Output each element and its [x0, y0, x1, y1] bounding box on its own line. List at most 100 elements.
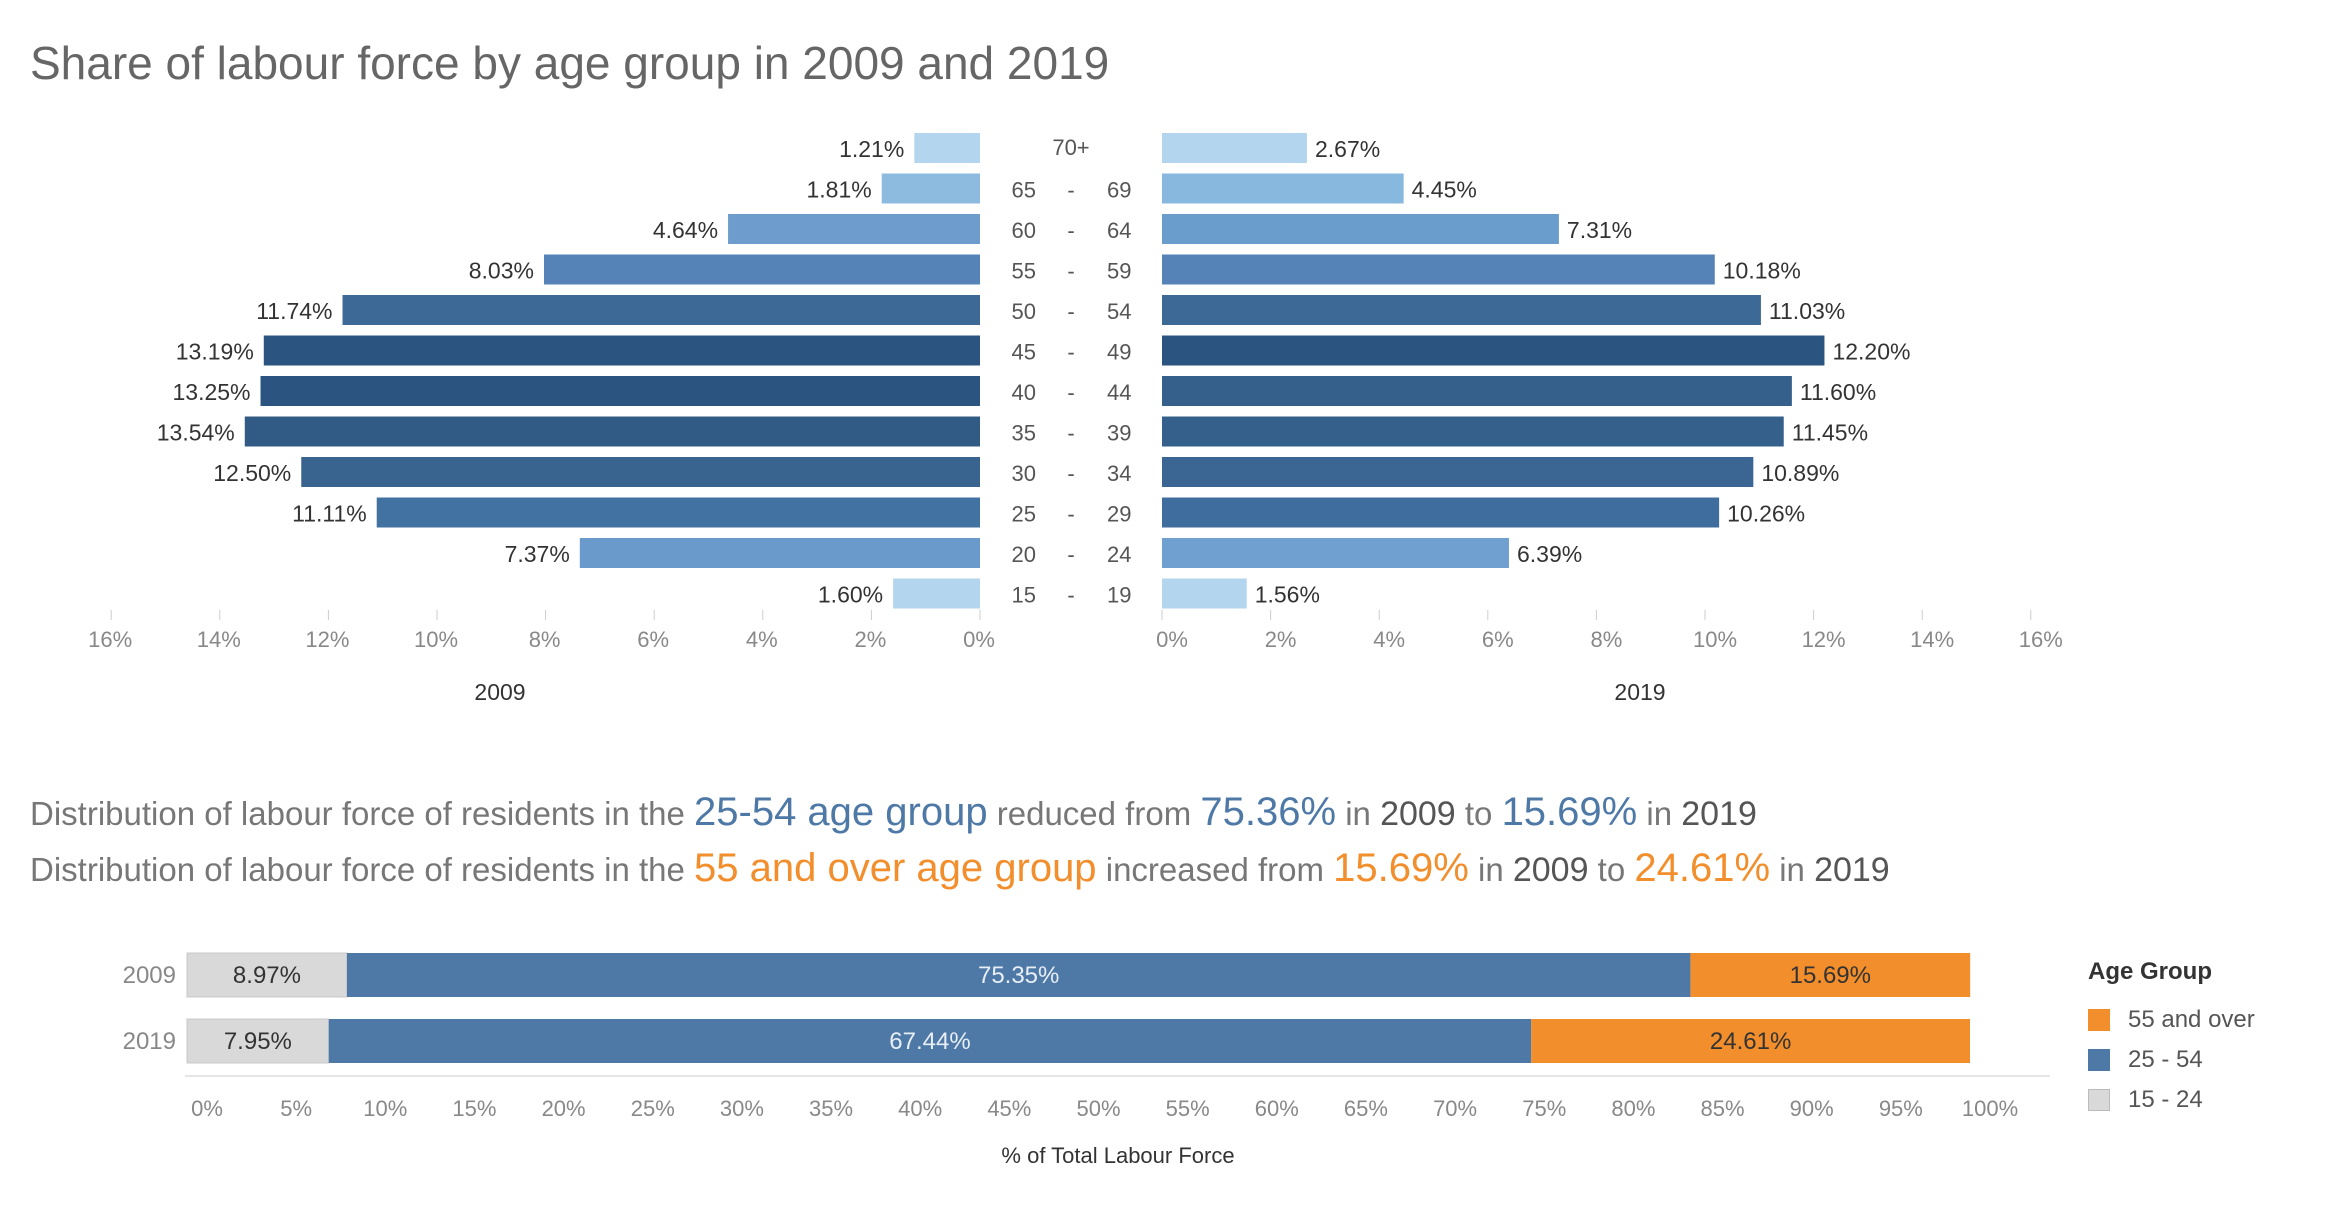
bar-2019	[1162, 295, 1761, 325]
bar-2019	[1162, 214, 1559, 244]
x-tick-label: 65%	[1344, 1096, 1388, 1121]
age-group-label: 20	[1012, 542, 1036, 567]
age-group-dash: -	[1067, 380, 1074, 405]
x-tick-label: 55%	[1166, 1096, 1210, 1121]
legend-item-15-24[interactable]: 15 - 24	[2088, 1080, 2255, 1120]
data-label-2019: 6.39%	[1517, 541, 1582, 567]
age-group-dash: -	[1067, 502, 1074, 527]
x-axis-title: % of Total Labour Force	[1001, 1143, 1234, 1168]
axis-tick-label-2019: 10%	[1693, 627, 1737, 652]
x-tick-label: 85%	[1701, 1096, 1745, 1121]
x-tick-label: 50%	[1076, 1096, 1120, 1121]
age-group-label: 39	[1107, 421, 1131, 446]
data-label-2009: 13.19%	[176, 339, 254, 365]
data-label-2019: 7.31%	[1567, 217, 1632, 243]
age-group-label: 70+	[1052, 135, 1089, 160]
data-label-2019: 10.89%	[1761, 460, 1839, 486]
insight-year: 2009	[1512, 851, 1589, 889]
bar-2009	[244, 416, 980, 447]
insight-text: increased from	[1096, 851, 1334, 888]
x-tick-label: 25%	[631, 1096, 675, 1121]
insight-text: in	[1770, 851, 1815, 888]
data-label-2019: 4.45%	[1412, 177, 1477, 203]
bar-2009	[543, 254, 980, 285]
bar-2019	[1162, 133, 1307, 163]
bar-2009	[301, 457, 980, 487]
insight-group: 55 and over age group	[694, 846, 1097, 890]
insight-value: 15.69%	[1333, 846, 1469, 890]
age-group-label: 35	[1012, 421, 1036, 446]
legend-item-55-and-over[interactable]: 55 and over	[2088, 1000, 2255, 1040]
x-tick-label: 10%	[363, 1096, 407, 1121]
bar-2009	[914, 133, 980, 163]
bar-2009	[579, 538, 980, 568]
population-pyramid-chart: 1.21% 2.67% 70+ 1.81% 4.45% 65 - 69 4.64% 7.31% 60…	[88, 133, 2063, 705]
bar-segment-25-54	[346, 953, 1691, 997]
age-group-dash: -	[1067, 421, 1074, 446]
bar-2009	[893, 578, 980, 609]
x-tick-label: 95%	[1879, 1096, 1923, 1121]
bar-2009	[376, 497, 980, 528]
data-label-2019: 11.60%	[1800, 379, 1876, 405]
age-group-label: 55	[1012, 259, 1036, 284]
axis-tick-label-2019: 14%	[1910, 627, 1954, 652]
axis-tick-label-2009: 4%	[746, 627, 778, 652]
segment-label: 7.95%	[224, 1028, 292, 1055]
insight-year: 2019	[1814, 851, 1890, 889]
data-label-2019: 11.45%	[1792, 420, 1868, 446]
row-label: 2019	[123, 1028, 176, 1055]
segment-label: 8.97%	[233, 962, 301, 989]
legend-label: 15 - 24	[2128, 1086, 2203, 1113]
bar-2019	[1162, 173, 1404, 204]
legend-swatch	[2088, 1089, 2110, 1111]
axis-tick-label-2009: 2%	[855, 627, 887, 652]
insight-text: to	[1588, 851, 1635, 888]
x-tick-label: 80%	[1611, 1096, 1655, 1121]
data-label-2009: 4.64%	[653, 217, 718, 243]
axis-tick-label-2019: 4%	[1373, 627, 1405, 652]
age-group-label: 69	[1107, 178, 1131, 203]
age-group-dash: -	[1067, 178, 1074, 203]
age-group-label: 40	[1012, 380, 1036, 405]
bar-2009	[260, 376, 980, 406]
data-label-2009: 1.81%	[806, 177, 871, 203]
insight-text: Distribution of labour force of resident…	[30, 795, 695, 832]
age-group-label: 60	[1012, 218, 1036, 243]
x-tick-label: 40%	[898, 1096, 942, 1121]
bar-segment-15-24	[186, 1018, 330, 1064]
axis-tick-label-2009: 14%	[197, 627, 241, 652]
legend-label: 55 and over	[2128, 1006, 2255, 1033]
segment-label: 67.44%	[889, 1028, 970, 1055]
age-group-label: 19	[1107, 583, 1131, 608]
data-label-2009: 8.03%	[469, 258, 534, 284]
insight-text: Distribution of labour force of resident…	[30, 851, 695, 888]
age-group-label: 25	[1012, 502, 1036, 527]
insight-line-25-54: Distribution of labour force of resident…	[30, 790, 1757, 835]
data-label-2009: 7.37%	[505, 541, 570, 567]
legend-item-25-54[interactable]: 25 - 54	[2088, 1040, 2255, 1080]
data-label-2019: 10.18%	[1723, 258, 1801, 284]
age-group-dash: -	[1067, 583, 1074, 608]
legend-label: 25 - 54	[2128, 1046, 2203, 1073]
insight-line-55-over: Distribution of labour force of resident…	[30, 846, 1890, 891]
axis-tick-label-2009: 6%	[637, 627, 669, 652]
age-group-label: 64	[1107, 218, 1131, 243]
axis-tick-label-2019: 12%	[1802, 627, 1846, 652]
x-tick-label: 30%	[720, 1096, 764, 1121]
row-label: 2009	[123, 962, 176, 989]
chart-title: Share of labour force by age group in 20…	[30, 37, 1110, 89]
x-tick-label: 70%	[1433, 1096, 1477, 1121]
data-label-2009: 11.74%	[256, 298, 332, 324]
bar-2009	[881, 173, 980, 204]
segment-label: 75.35%	[978, 962, 1059, 989]
axis-title-2009: 2009	[474, 679, 525, 705]
axis-title-2019: 2019	[1614, 679, 1665, 705]
bar-2019	[1162, 538, 1509, 568]
insight-value: 15.69%	[1501, 790, 1638, 834]
insight-value: 75.36%	[1200, 790, 1337, 834]
bar-2019	[1162, 376, 1792, 406]
data-label-2009: 13.25%	[173, 379, 251, 405]
bar-2009	[263, 335, 981, 366]
age-group-dash: -	[1067, 299, 1074, 324]
axis-tick-label-2009: 8%	[529, 627, 561, 652]
